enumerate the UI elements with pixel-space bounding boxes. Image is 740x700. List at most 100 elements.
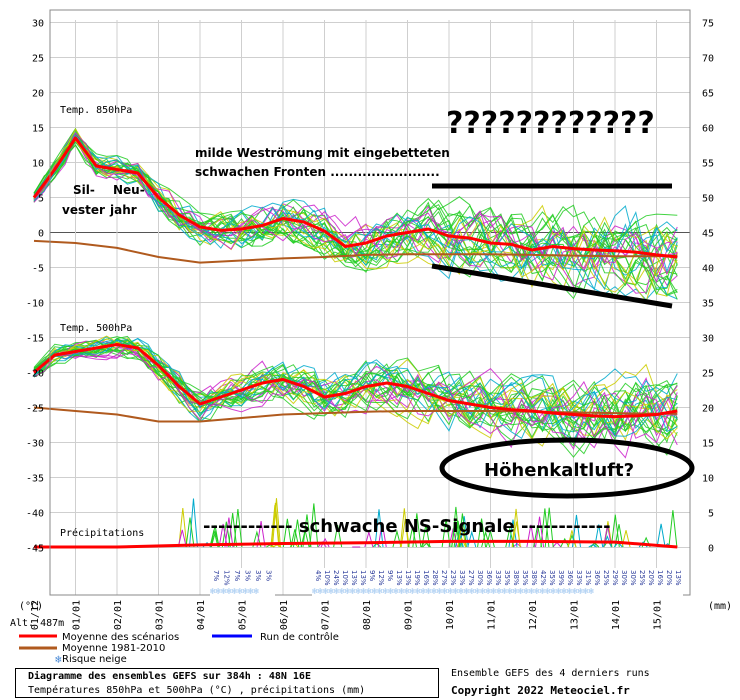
precip-member <box>614 524 624 548</box>
y-right-tick-label: 45 <box>702 229 714 240</box>
snow-risk-label: 30% <box>620 570 628 586</box>
y-right-tick-label: 35 <box>702 299 714 310</box>
snow-risk-label: 20% <box>665 570 673 586</box>
snow-risk-label: 27% <box>467 570 475 586</box>
precip-member <box>210 525 220 548</box>
precip-member <box>282 518 292 548</box>
label-precip: Précipitations <box>60 527 144 539</box>
t850-mean-line <box>32 136 678 259</box>
y-right-tick-label: 60 <box>702 124 714 135</box>
snow-risk-label: 33% <box>494 570 502 586</box>
y-right-tick-label: 50 <box>702 194 714 205</box>
footer-subtitle: Températures 850hPa et 500hPa (°C) , pré… <box>28 685 366 696</box>
precip-member <box>256 521 266 548</box>
snow-risk-label: 16% <box>656 570 664 586</box>
precip-member <box>374 509 384 548</box>
snow-risk-label: 3% <box>265 570 273 581</box>
snow-risk-label: 4% <box>314 570 322 581</box>
y-right-tick-label: 0 <box>708 544 714 555</box>
label-t850: Temp. 850hPa <box>60 105 132 116</box>
snow-risk-label: 13% <box>674 570 682 586</box>
precip-member <box>656 523 666 548</box>
precip-member <box>451 506 461 548</box>
y-right-tick-label: 15 <box>702 439 714 450</box>
y-left-tick-label: -5 <box>32 264 44 275</box>
snow-risk-label: 30% <box>476 570 484 586</box>
precip-member <box>271 498 281 548</box>
precip-member <box>177 529 187 548</box>
precip-member <box>290 529 300 548</box>
annotation-neujahr-1: Neu- <box>113 183 145 197</box>
legend-snow-label: Risque neige <box>62 654 127 665</box>
precip-member <box>535 516 545 548</box>
precip-member <box>400 518 410 548</box>
precip-member <box>185 517 195 548</box>
ensemble-member-t500 <box>33 346 678 444</box>
y-right-tick-label: 10 <box>702 474 714 485</box>
y-right-tick-label: 40 <box>702 264 714 275</box>
snow-risk-label: 42% <box>539 570 547 586</box>
annotation-weststroemung-1: milde Weströmung mit eingebetteten <box>195 146 450 160</box>
snow-risk-label: 36% <box>593 570 601 586</box>
snow-risk-label: 3% <box>254 570 262 581</box>
y-right-tick-label: 55 <box>702 159 714 170</box>
precip-member <box>309 503 319 548</box>
legend-control-label: Run de contrôle <box>260 631 339 643</box>
y-right-tick-label: 65 <box>702 89 714 100</box>
y-left-tick-label: -15 <box>26 334 44 345</box>
x-tick-label: 08/01 <box>362 600 373 630</box>
legend-normal-label: Moyenne 1981-2010 <box>62 643 165 654</box>
hoehenkaltluft-ellipse <box>439 437 695 499</box>
y-right-tick-label: 75 <box>702 19 714 30</box>
precip-member <box>188 498 198 548</box>
precip-member <box>218 523 228 548</box>
snow-risk-strips: ❄❄❄❄❄❄❄❄❄7% 12% 7% 3% 3% 3%❄❄❄❄❄❄❄❄❄❄❄❄❄❄❄❄❄❄… <box>210 568 683 598</box>
footer-ensemble-note: Ensemble GEFS des 4 derniers runs <box>451 668 650 679</box>
precip-mean-line <box>34 539 678 549</box>
snow-strip-early-band <box>210 568 275 598</box>
y-left-tick-label: 10 <box>32 159 44 170</box>
snow-risk-label: 31% <box>584 570 592 586</box>
x-tick-label: 03/01 <box>155 600 166 630</box>
precip-member <box>560 537 570 548</box>
y-left-tick-label: 30 <box>32 19 44 30</box>
y-right-tick-label: 30 <box>702 334 714 345</box>
precip-member <box>270 502 280 548</box>
precip-member <box>533 525 543 548</box>
x-tick-label: 15/01 <box>653 600 664 630</box>
precip-member <box>292 519 302 548</box>
snow-risk-label: 33% <box>458 570 466 586</box>
precip-member <box>333 525 343 548</box>
snow-risk-label: 29% <box>611 570 619 586</box>
annotation-ns-signale: ------------ schwache NS-Signale -------… <box>203 516 611 537</box>
precip-member <box>603 525 613 548</box>
snow-risk-label: 12% <box>377 570 385 586</box>
y-right-tick-label: 20 <box>702 404 714 415</box>
precip-member <box>588 544 598 548</box>
y-left-tick-label: -25 <box>26 404 44 415</box>
snow-risk-label: 36% <box>566 570 574 586</box>
snow-risk-label: 36% <box>485 570 493 586</box>
snow-risk-label: 13% <box>404 570 412 586</box>
snow-strip-early-snowflake-icons: ❄❄❄❄❄❄❄❄❄ <box>210 587 259 597</box>
snow-risk-label: 20% <box>647 570 655 586</box>
t500-mean-line <box>33 343 678 419</box>
ensemble-member-t850 <box>33 132 678 281</box>
snow-risk-label: 12% <box>223 570 231 586</box>
y-left-tick-label: -30 <box>26 439 44 450</box>
x-tick-label: 11/01 <box>487 600 498 630</box>
snow-risk-label: 25% <box>602 570 610 586</box>
annotation-question-marks: ???????????? <box>446 106 655 141</box>
annotation-weststroemung-2: schwachen Fronten ......................… <box>195 165 440 179</box>
annotation-neujahr-2: jahr <box>109 203 137 217</box>
y-right-unit: (mm) <box>708 601 732 612</box>
x-tick-label: 06/01 <box>279 600 290 630</box>
footer-copyright: Copyright 2022 Meteociel.fr <box>451 684 630 697</box>
precip-member <box>441 518 451 548</box>
legend: Moyenne des scénarios Run de contrôle Mo… <box>19 631 339 666</box>
x-tick-label: 02/01 <box>113 600 124 630</box>
precip-member <box>221 521 231 548</box>
ensemble-member-t850 <box>33 127 678 303</box>
snow-risk-label: 25% <box>638 570 646 586</box>
